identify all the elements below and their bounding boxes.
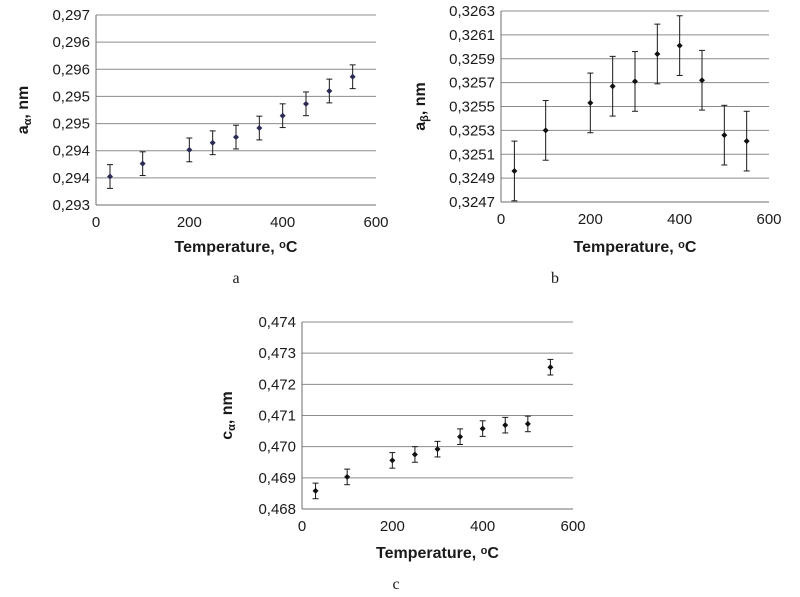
x-axis-title: Temperature, oC <box>175 239 298 256</box>
x-tick-label: 400 <box>470 518 495 535</box>
data-point <box>389 457 396 464</box>
y-tick-label: 0,3247 <box>449 194 495 211</box>
data-point <box>349 73 356 80</box>
y-tick-label: 0,293 <box>52 197 90 214</box>
panel-label: a <box>232 270 239 287</box>
data-point <box>326 88 333 94</box>
panel-label: b <box>551 270 559 287</box>
data-point <box>547 364 554 371</box>
y-tick-label: 0,3255 <box>449 99 495 116</box>
data-point <box>344 473 351 480</box>
y-tick-label: 0,294 <box>52 143 90 160</box>
x-axis-title: Temperature, oC <box>376 545 499 562</box>
data-point <box>303 100 309 107</box>
chart-panel-a: 0,293 0,294 0,294 0,295 0,295 0,296 0,296 0,297… <box>15 7 389 287</box>
data-point <box>209 139 216 146</box>
data-point <box>256 125 263 132</box>
x-tick-label: 600 <box>560 518 585 535</box>
x-tick-label: 600 <box>363 214 388 231</box>
y-tick-label: 0,468 <box>258 501 296 518</box>
y-tick-label: 0,294 <box>52 170 90 187</box>
data-point <box>233 134 239 141</box>
x-tick-label: 0 <box>497 211 505 228</box>
y-tick-label: 0,472 <box>258 376 296 393</box>
data-point <box>743 138 750 145</box>
y-tick-label: 0,3259 <box>449 51 495 68</box>
data-point <box>312 487 319 494</box>
y-tick-label: 0,3263 <box>449 3 495 20</box>
data-point <box>587 99 594 106</box>
y-tick-label: 0,296 <box>52 34 90 51</box>
panel-label: c <box>392 576 399 593</box>
x-tick-label: 200 <box>578 211 603 228</box>
data-point <box>186 146 193 153</box>
data-point <box>654 50 661 57</box>
y-tick-label: 0,295 <box>52 88 90 105</box>
y-axis-title: aβ, nm <box>412 82 431 131</box>
data-point <box>632 78 638 85</box>
x-tick-label: 600 <box>756 211 781 228</box>
data-point <box>139 160 146 167</box>
y-tick-label: 0,297 <box>52 7 90 24</box>
y-tick-label: 0,3253 <box>449 122 495 139</box>
x-tick-label: 200 <box>380 518 405 535</box>
y-tick-label: 0,3249 <box>449 170 495 187</box>
chart-panel-b: 0,3247 0,3249 0,3251 0,3253 0,3255 0,3257 0,32… <box>412 3 782 287</box>
data-point <box>411 451 418 458</box>
y-tick-label: 0,296 <box>52 61 90 78</box>
x-tick-label: 400 <box>667 211 692 228</box>
data-point <box>279 112 286 119</box>
x-tick-label: 0 <box>298 518 306 535</box>
y-axis-title: aα, nm <box>15 86 34 135</box>
y-tick-label: 0,295 <box>52 116 90 133</box>
x-tick-label: 0 <box>92 214 100 231</box>
x-axis-title: Temperature, oC <box>574 239 697 256</box>
data-point <box>609 83 616 90</box>
y-tick-label: 0,469 <box>258 470 296 487</box>
y-tick-label: 0,473 <box>258 345 296 362</box>
chart-panel-c: 0,468 0,469 0,470 0,471 0,472 0,473 0,474 0 200 4… <box>219 314 586 593</box>
x-tick-label: 200 <box>177 214 202 231</box>
data-point <box>721 132 728 139</box>
y-tick-label: 0,474 <box>258 314 296 331</box>
y-tick-label: 0,470 <box>258 439 296 456</box>
data-point <box>524 420 531 427</box>
data-point <box>457 433 464 440</box>
data-point <box>542 127 549 134</box>
y-axis-title: cα, nm <box>219 391 238 440</box>
y-tick-label: 0,3251 <box>449 146 495 163</box>
data-point <box>676 42 683 49</box>
data-point <box>502 422 509 429</box>
data-point <box>434 446 441 453</box>
y-tick-label: 0,3257 <box>449 75 495 92</box>
data-point <box>479 425 486 432</box>
data-point <box>511 167 518 174</box>
y-tick-label: 0,3261 <box>449 27 495 44</box>
data-point <box>699 77 705 84</box>
data-point <box>107 173 113 180</box>
x-tick-label: 400 <box>270 214 295 231</box>
y-tick-label: 0,471 <box>258 408 296 425</box>
